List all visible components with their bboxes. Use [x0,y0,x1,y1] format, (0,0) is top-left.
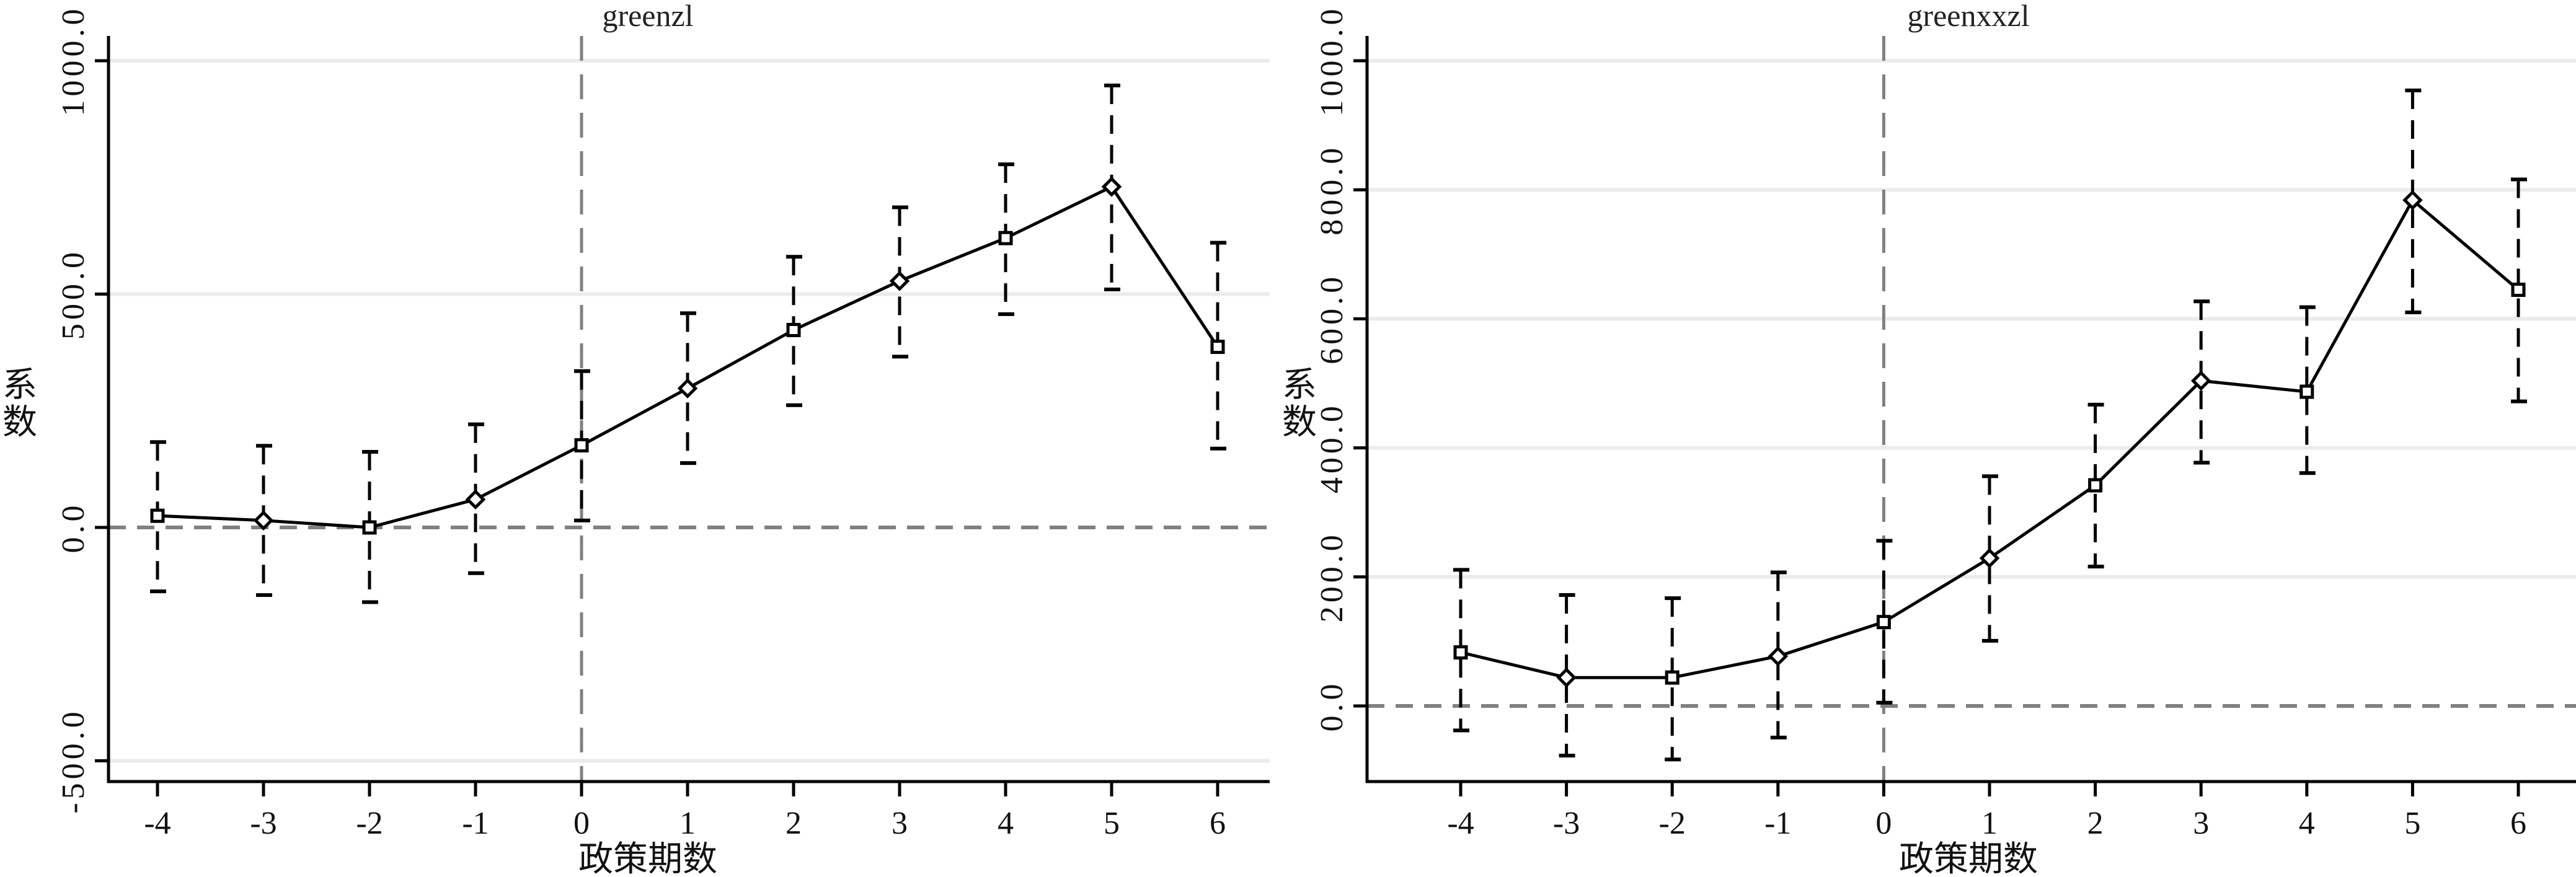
x-axis-label: 政策期数 [1899,840,2038,877]
y-tick-label: 400.0 [1314,402,1350,493]
y-axis-label: 系 数 [2,366,37,442]
x-tick-label: 3 [2193,806,2209,841]
x-tick-label: -3 [250,806,277,841]
x-tick-label: 2 [2087,806,2104,841]
gridlines [108,59,1270,763]
y-tick-label: 200.0 [1314,531,1350,622]
y-axis-label-char-2: 数 [2,403,37,442]
x-tick-label: -1 [462,806,489,841]
data-point [786,322,801,337]
x-tick-label: -2 [356,806,383,841]
chart-title: greenzl [602,0,693,33]
data-point [1665,670,1680,685]
x-tick-label: 4 [998,806,1014,841]
x-tick-label: 0 [1875,806,1892,841]
y-tick-label: 0.0 [1314,681,1350,732]
y-tick-label: 800.0 [1314,144,1350,236]
y-axis-label-char-1: 系 [1282,366,1317,405]
x-tick-label: 1 [679,806,696,841]
y-tick-label: 0.0 [56,502,91,553]
data-point [677,378,698,399]
data-point [1768,646,1789,667]
data-point [1210,340,1225,355]
x-tick-label: 3 [892,806,908,841]
y-tick-label: 1000.0 [56,6,91,117]
data-point [1101,177,1122,197]
x-tick-label: -4 [144,806,170,841]
x-tick-label: -2 [1659,806,1686,841]
data-point [2088,478,2103,493]
x-tick-label: 2 [786,806,802,841]
x-tick-label: 6 [1210,806,1226,841]
y-tick-label: -500.0 [56,708,91,813]
confidence-intervals [1453,88,2527,762]
data-point [889,271,910,291]
x-axis-label: 政策期数 [578,840,717,877]
data-point [465,489,486,510]
y-axis-label-char-1: 系 [2,366,37,405]
x-tick-label: 1 [1981,806,1998,841]
gridlines [1367,59,2576,579]
panel-greenzl: greenzl 政策期数 系 数 -500.0 0.0 500.0 1000.0 -4 -… [2,0,1270,877]
panel-greenxxzl: greenxxzl 政策期数 系 数 0.0 200.0 400.0 600.0 800… [1282,0,2576,877]
data-point [1876,615,1891,630]
x-tick-label: -1 [1764,806,1791,841]
data-point [2402,190,2423,211]
y-axis-label-char-2: 数 [1282,403,1317,442]
data-point [2511,283,2526,297]
y-axis-label: 系 数 [1282,366,1317,442]
x-tick-label: 5 [1104,806,1120,841]
x-tick-label: -4 [1447,806,1474,841]
data-point [253,510,274,531]
chart-title: greenxxzl [1907,0,2029,33]
x-tick-label: 0 [573,806,590,841]
data-point [1979,548,2000,568]
x-tick-label: 6 [2510,806,2526,841]
data-point [150,508,165,523]
data-point [1556,667,1577,688]
data-point [362,520,377,535]
x-tick-label: -3 [1553,806,1580,841]
y-tick-label: 600.0 [1314,273,1350,364]
data-point [574,438,589,452]
data-point [1453,645,1468,660]
x-tick-label: 5 [2404,806,2420,841]
y-tick-label: 500.0 [56,249,91,340]
data-point [998,231,1013,245]
data-point [2299,384,2314,399]
y-tick-label: 1000.0 [1314,6,1350,117]
x-tick-label: 4 [2299,806,2315,841]
data-point [2190,371,2211,391]
